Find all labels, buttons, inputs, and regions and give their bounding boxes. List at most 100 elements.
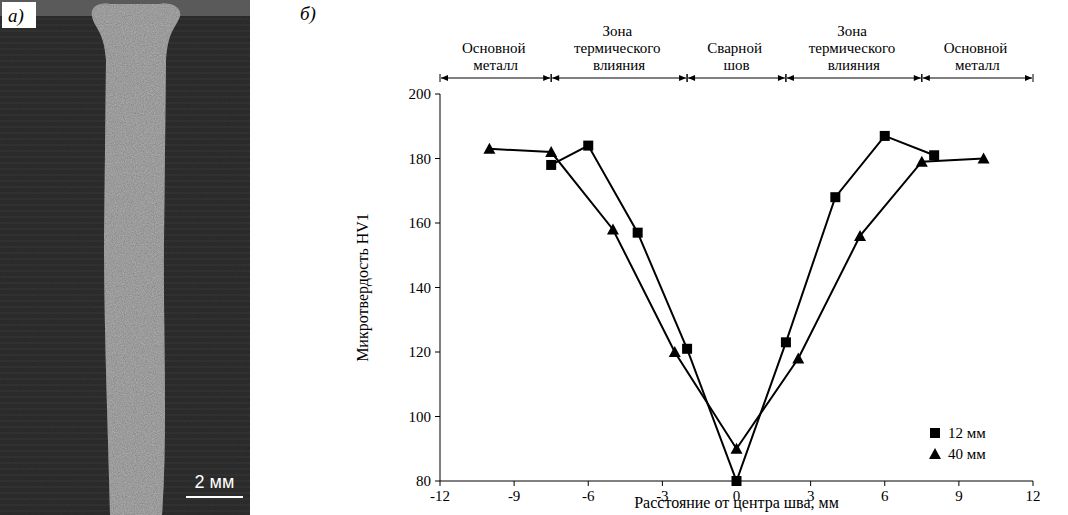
- zone-separator: [921, 74, 922, 82]
- data-point: [545, 146, 557, 157]
- data-point: [916, 156, 928, 167]
- y-tick-label: 200: [409, 86, 432, 102]
- x-tick-label: -9: [508, 488, 521, 504]
- zone-label: Зона термического влияния: [809, 23, 899, 73]
- label-patch: [2, 2, 36, 28]
- zone-label-line: Сварной: [707, 40, 765, 56]
- zone-label-line: металл: [473, 57, 518, 73]
- y-axis-title: Микротвердость HV1: [354, 213, 372, 362]
- x-tick: [662, 481, 663, 486]
- x-tick-label: 12: [1026, 488, 1041, 504]
- zone-separator: [440, 74, 441, 82]
- figure: a)2 ммб)80100120140160180200-12-9-6-3036…: [0, 0, 1068, 515]
- series-line: [551, 136, 934, 481]
- y-tick: [435, 94, 440, 95]
- zone-label-line: Зона: [602, 23, 635, 39]
- y-tick-label: 120: [409, 344, 432, 360]
- panel-label: б): [300, 3, 316, 25]
- arrow-head: [552, 75, 559, 81]
- zone-label-line: металл: [955, 57, 1000, 73]
- data-point: [633, 228, 643, 238]
- zone-arrow: [787, 78, 921, 79]
- zone-separator: [785, 74, 786, 82]
- zone-separator: [785, 74, 786, 82]
- data-point: [731, 443, 743, 454]
- weld-seam: [92, 4, 181, 515]
- legend-marker: [930, 428, 940, 438]
- zone-label-line: термического: [574, 40, 664, 56]
- data-point: [830, 192, 840, 202]
- zone-separator: [687, 74, 688, 82]
- y-tick: [435, 352, 440, 353]
- zone-label: Основной металл: [462, 40, 529, 73]
- y-tick-label: 160: [409, 215, 432, 231]
- y-tick: [435, 223, 440, 224]
- arrow-head: [787, 75, 794, 81]
- data-point: [583, 141, 593, 151]
- data-point: [880, 131, 890, 141]
- x-tick: [440, 481, 441, 486]
- zone-label-line: термического: [809, 40, 899, 56]
- y-tick: [435, 481, 440, 482]
- x-tick: [884, 481, 885, 486]
- scale-bar-label: 2 мм: [195, 472, 235, 492]
- x-tick-label: -12: [430, 488, 450, 504]
- y-tick-label: 100: [409, 409, 432, 425]
- data-point: [483, 143, 495, 154]
- y-tick-label: 140: [409, 280, 432, 296]
- y-tick-label: 80: [416, 473, 431, 489]
- zone-label-line: влияния: [593, 57, 645, 73]
- panel-label: a): [8, 5, 24, 27]
- plot-area: [483, 131, 989, 486]
- data-point: [929, 150, 939, 160]
- zone-label-line: Основной: [944, 40, 1011, 56]
- zone-label: Сварной шов: [707, 40, 765, 73]
- zone-separator: [1033, 74, 1034, 82]
- chart-panel: б)80100120140160180200-12-9-6-3036912Рас…: [300, 3, 1041, 512]
- micrograph-panel: a) 2 мм: [0, 0, 250, 515]
- data-point: [781, 337, 791, 347]
- x-tick-label: -6: [582, 488, 595, 504]
- legend-label: 12 мм: [948, 425, 986, 441]
- arrow-head: [778, 75, 785, 81]
- zone-arrow: [688, 78, 785, 79]
- arrow-head: [688, 75, 695, 81]
- x-tick-label: 9: [955, 488, 963, 504]
- zone-arrow: [923, 78, 1032, 79]
- y-tick: [435, 416, 440, 417]
- data-point: [978, 153, 990, 164]
- zone-label: Основной металл: [944, 40, 1011, 73]
- legend-label: 40 мм: [948, 446, 986, 462]
- zone-separator: [921, 74, 922, 82]
- data-point: [682, 344, 692, 354]
- y-tick: [435, 287, 440, 288]
- zone-separator: [551, 74, 552, 82]
- data-point: [732, 476, 742, 486]
- arrow-head: [543, 75, 550, 81]
- data-point: [792, 352, 804, 363]
- arrow-head: [923, 75, 930, 81]
- arrow-head: [914, 75, 921, 81]
- x-tick: [810, 481, 811, 486]
- legend-marker: [929, 448, 941, 459]
- y-tick: [435, 158, 440, 159]
- data-point: [854, 230, 866, 241]
- x-tick-label: 6: [881, 488, 889, 504]
- x-tick: [514, 481, 515, 486]
- arrow-head: [679, 75, 686, 81]
- micrograph-top: [0, 0, 250, 515]
- arrow-head: [1025, 75, 1032, 81]
- x-tick: [1033, 481, 1034, 486]
- data-point: [546, 160, 556, 170]
- zone-label-line: Зона: [837, 23, 870, 39]
- zone-label-line: Основной: [462, 40, 529, 56]
- x-tick: [958, 481, 959, 486]
- legend: 12 мм 40 мм: [929, 425, 986, 462]
- scale-bar: [186, 496, 243, 498]
- data-point: [607, 223, 619, 234]
- x-axis-title: Расстояние от центра шва, мм: [634, 494, 839, 512]
- zone-arrow: [441, 78, 550, 79]
- zone-label-line: шов: [723, 57, 749, 73]
- zone-separator: [551, 74, 552, 82]
- zone-arrow: [552, 78, 686, 79]
